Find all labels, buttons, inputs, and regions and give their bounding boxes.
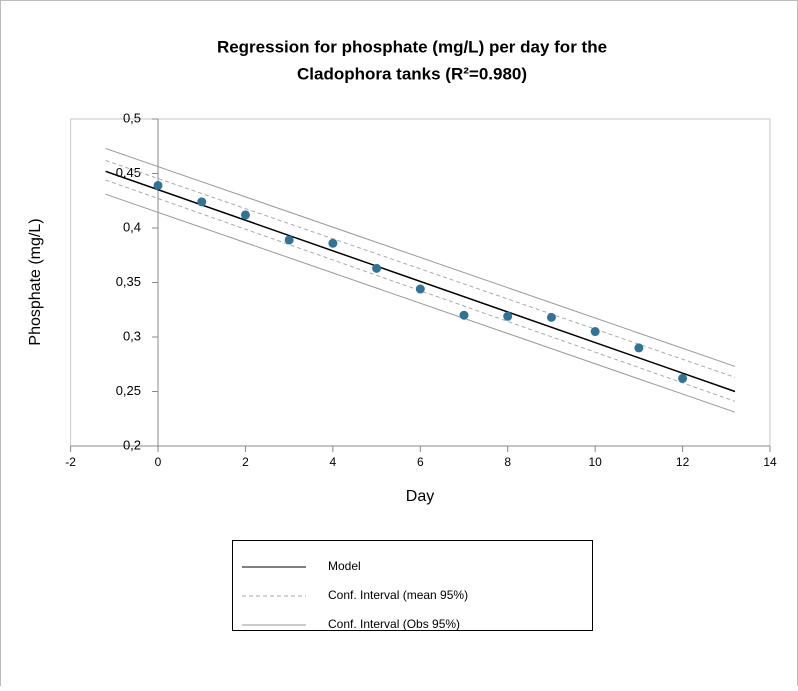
regression-line xyxy=(105,193,736,413)
data-point xyxy=(197,197,207,207)
chart-title: Cladophora tanks (R²=0.980) xyxy=(297,64,527,83)
y-tick-label: 0,35 xyxy=(116,274,141,289)
x-tick-label: 2 xyxy=(242,455,249,469)
data-point xyxy=(503,311,513,321)
data-point xyxy=(240,210,250,220)
data-point xyxy=(459,310,469,320)
y-axis-title: Phosphate (mg/L) xyxy=(27,218,44,345)
data-point xyxy=(546,312,556,322)
legend-label: Conf. Interval (mean 95%) xyxy=(328,588,468,602)
y-tick-label: 0,25 xyxy=(116,383,141,398)
y-tick-label: 0,3 xyxy=(123,328,141,343)
data-point xyxy=(678,373,688,383)
x-axis-title: Day xyxy=(406,488,434,505)
data-point xyxy=(328,238,338,248)
data-point xyxy=(590,327,600,337)
regression-line xyxy=(105,159,736,378)
data-point xyxy=(284,235,294,245)
data-point xyxy=(153,180,163,190)
y-tick-label: 0,2 xyxy=(123,437,141,452)
legend-label: Model xyxy=(328,559,361,573)
y-tick-label: 0,5 xyxy=(123,110,141,125)
data-point xyxy=(372,263,382,273)
x-tick-label: 0 xyxy=(155,455,162,469)
data-point xyxy=(634,343,644,353)
data-point xyxy=(415,284,425,294)
regression-line xyxy=(105,147,736,367)
x-tick-label: 6 xyxy=(417,455,424,469)
regression-line xyxy=(105,170,736,393)
y-tick-label: 0,4 xyxy=(123,219,141,234)
legend-box xyxy=(232,540,593,631)
x-tick-label: 12 xyxy=(676,455,690,469)
y-tick-label: 0,45 xyxy=(116,165,141,180)
x-tick-label: 14 xyxy=(763,455,777,469)
chart-title: Regression for phosphate (mg/L) per day … xyxy=(217,37,607,56)
x-tick-label: 4 xyxy=(330,455,337,469)
regression-line xyxy=(105,179,736,402)
x-tick-label: 10 xyxy=(588,455,602,469)
x-tick-label: 8 xyxy=(504,455,511,469)
x-tick-label: -2 xyxy=(65,455,76,469)
legend-label: Conf. Interval (Obs 95%) xyxy=(328,617,460,631)
